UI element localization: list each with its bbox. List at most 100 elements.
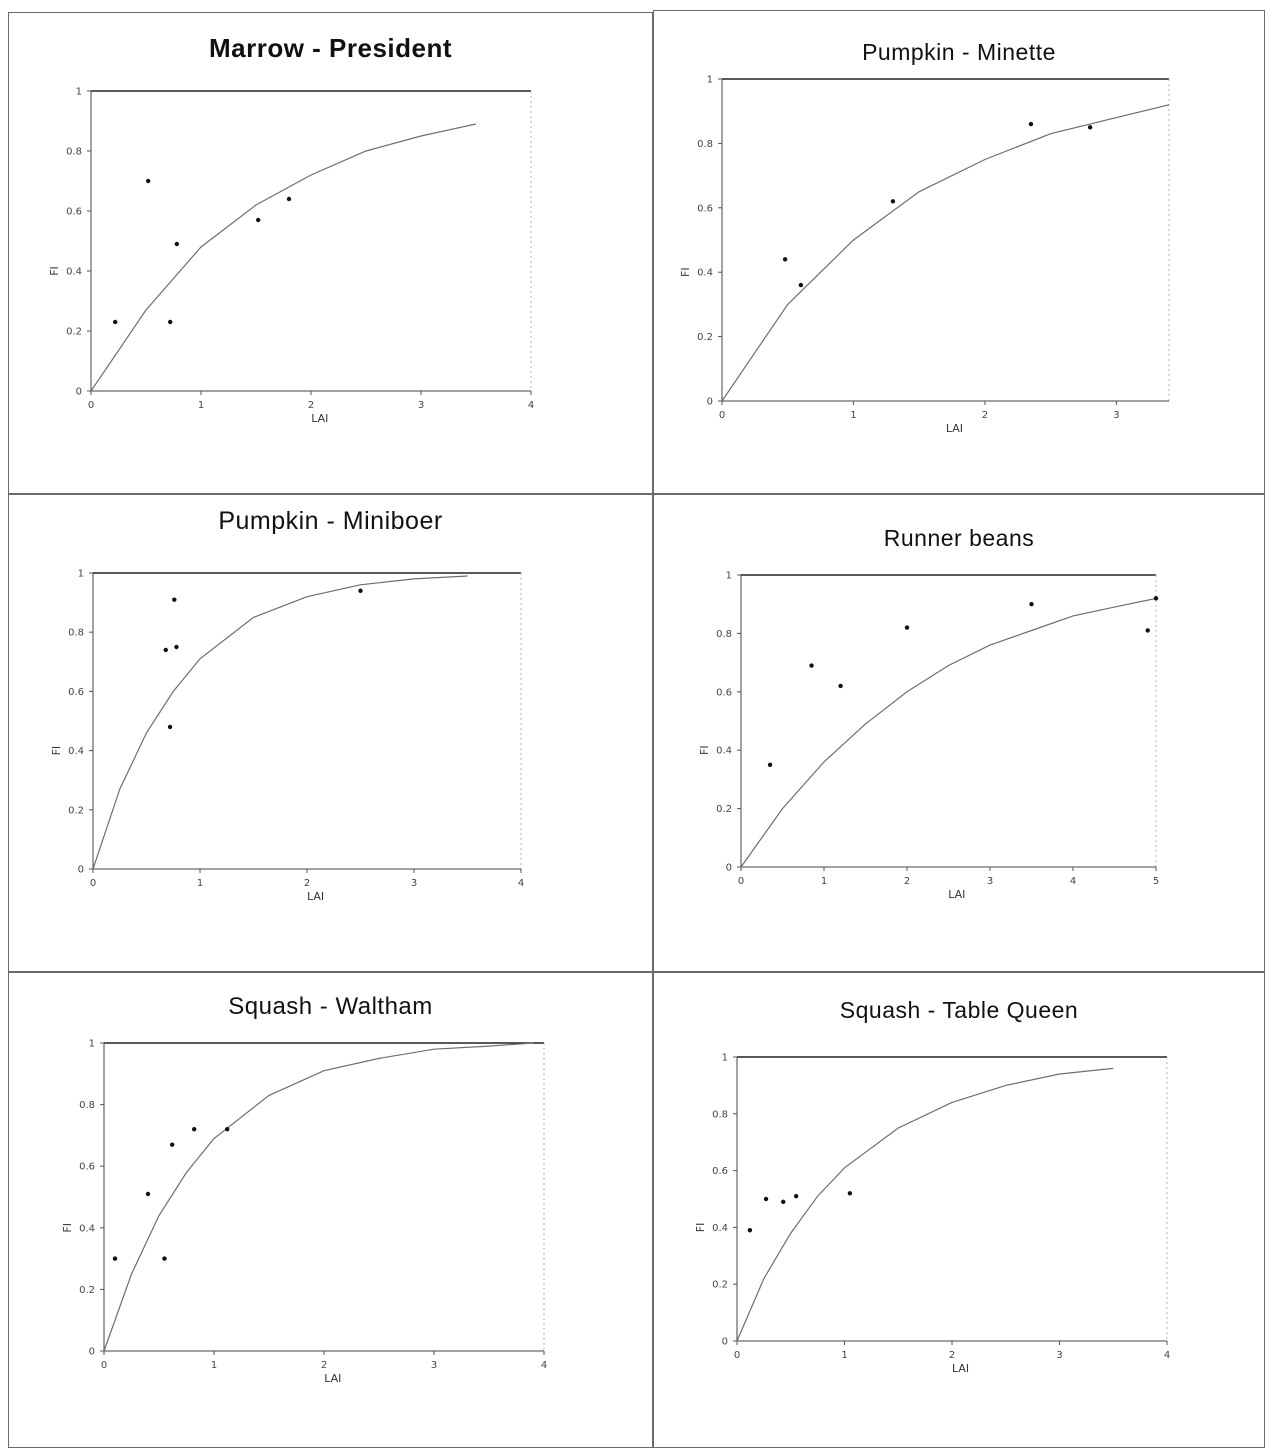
y-tick-label: 1 bbox=[89, 1039, 95, 1050]
x-tick-label: 0 bbox=[88, 400, 94, 411]
data-point bbox=[286, 196, 292, 202]
x-tick-label: 0 bbox=[90, 878, 96, 889]
y-axis-title: FI bbox=[694, 1223, 707, 1233]
y-tick-label: 0 bbox=[89, 1347, 95, 1358]
data-point bbox=[174, 644, 179, 650]
y-tick-label: 0 bbox=[76, 387, 82, 398]
x-tick-label: 4 bbox=[528, 400, 534, 411]
x-axis-title: LAI bbox=[307, 890, 324, 903]
chart-title: Pumpkin - Minette bbox=[862, 39, 1056, 65]
chart-svg: 0 0.2 0.4 0.6 0.8 1 0 1 2 3 4 LAI FI bbox=[50, 569, 524, 904]
chart-title: Runner beans bbox=[883, 525, 1035, 551]
y-tick-label: 1 bbox=[76, 87, 82, 98]
y-tick-label: 0.6 bbox=[712, 1166, 728, 1177]
fitted-curve bbox=[90, 123, 477, 392]
data-point bbox=[162, 1256, 167, 1261]
fitted-curve bbox=[92, 575, 468, 870]
y-tick-label: 0 bbox=[726, 863, 732, 874]
data-point bbox=[174, 241, 179, 247]
x-tick-label: 5 bbox=[1153, 876, 1159, 887]
data-point bbox=[358, 588, 363, 593]
y-tick-label: 0.2 bbox=[79, 1285, 95, 1296]
y-tick-label: 0.2 bbox=[697, 332, 713, 343]
y-axis-title: FI bbox=[48, 266, 61, 276]
y-tick-label: 0.6 bbox=[68, 687, 84, 698]
chart-title: Squash - Table Queen bbox=[839, 997, 1079, 1023]
data-point bbox=[763, 1196, 769, 1202]
chart-panel: Pumpkin - Minette 0 0.2 0.4 0.6 0.8 1 0 1 2 3 LAI FI bbox=[653, 10, 1265, 494]
x-axis-title: LAI bbox=[946, 422, 963, 435]
chart-svg: 0 0.2 0.4 0.6 0.8 1 0 1 2 3 4 5 LAI FI bbox=[698, 571, 1159, 902]
data-point bbox=[890, 199, 896, 204]
y-tick-label: 0.6 bbox=[79, 1162, 95, 1173]
data-point bbox=[904, 625, 910, 630]
y-tick-label: 0.4 bbox=[712, 1223, 728, 1234]
y-tick-label: 0.8 bbox=[68, 628, 84, 639]
x-tick-label: 2 bbox=[308, 400, 314, 411]
chart-panel: Marrow - President 0 0.2 0.4 0.6 0.8 1 0 1 2 3 4 LAI… bbox=[8, 12, 653, 494]
y-tick-label: 0.8 bbox=[697, 139, 713, 150]
data-point bbox=[168, 319, 173, 325]
x-tick-label: 2 bbox=[904, 876, 910, 887]
x-tick-label: 2 bbox=[982, 410, 988, 421]
y-tick-label: 0 bbox=[707, 397, 713, 408]
data-point bbox=[172, 597, 177, 602]
y-tick-label: 0.4 bbox=[68, 746, 84, 757]
data-point bbox=[798, 282, 804, 288]
y-tick-label: 0 bbox=[722, 1337, 728, 1348]
x-tick-label: 0 bbox=[734, 1350, 740, 1361]
fitted-curve bbox=[740, 597, 1157, 868]
data-point bbox=[838, 683, 843, 689]
y-tick-label: 0.2 bbox=[68, 805, 84, 816]
chart-svg: 0 0.2 0.4 0.6 0.8 1 0 1 2 3 4 LAI FI bbox=[48, 87, 534, 426]
data-point bbox=[256, 217, 261, 223]
x-tick-label: 1 bbox=[821, 876, 827, 887]
x-tick-label: 0 bbox=[738, 876, 744, 887]
data-point bbox=[112, 1256, 118, 1261]
y-tick-label: 1 bbox=[707, 75, 713, 86]
x-tick-label: 4 bbox=[1070, 876, 1076, 887]
y-tick-label: 0.4 bbox=[716, 746, 732, 757]
y-tick-label: 0.8 bbox=[66, 147, 82, 158]
y-tick-label: 0.8 bbox=[716, 629, 732, 640]
data-point bbox=[747, 1228, 753, 1233]
x-axis-title: LAI bbox=[324, 1372, 341, 1385]
x-tick-label: 0 bbox=[719, 410, 725, 421]
chart-panel: Squash - Waltham 0 0.2 0.4 0.6 0.8 1 0 1 2 3 4 LAI FI bbox=[8, 972, 653, 1448]
y-axis-title: FI bbox=[679, 267, 692, 277]
y-tick-label: 1 bbox=[722, 1053, 728, 1064]
chart-panel: Squash - Table Queen 0 0.2 0.4 0.6 0.8 1 0 1 2 3 4 L… bbox=[653, 972, 1265, 1448]
data-point bbox=[225, 1127, 230, 1132]
y-tick-label: 0.4 bbox=[697, 268, 713, 279]
y-tick-label: 0.6 bbox=[716, 687, 732, 698]
fitted-curve bbox=[103, 1042, 534, 1352]
x-axis-title: LAI bbox=[948, 888, 965, 901]
y-axis-title: FI bbox=[50, 746, 63, 756]
x-tick-label: 4 bbox=[1164, 1350, 1170, 1361]
data-point bbox=[1145, 628, 1150, 633]
y-tick-label: 0 bbox=[78, 865, 84, 876]
data-point bbox=[145, 1191, 151, 1197]
y-tick-label: 1 bbox=[726, 571, 732, 582]
chart-panel: Pumpkin - Miniboer 0 0.2 0.4 0.6 0.8 1 0 1 2 3 4 LAI… bbox=[8, 494, 653, 972]
x-tick-label: 1 bbox=[211, 1360, 217, 1371]
y-axis-title: FI bbox=[698, 745, 711, 755]
fitted-curve bbox=[721, 104, 1170, 402]
data-point bbox=[163, 647, 168, 653]
y-tick-label: 0.2 bbox=[66, 327, 82, 338]
x-tick-label: 3 bbox=[411, 878, 417, 889]
x-tick-label: 1 bbox=[850, 410, 856, 421]
y-tick-label: 1 bbox=[78, 569, 84, 580]
x-tick-label: 3 bbox=[1113, 410, 1119, 421]
chart-svg: 0 0.2 0.4 0.6 0.8 1 0 1 2 3 LAI FI bbox=[679, 75, 1170, 435]
x-tick-label: 3 bbox=[987, 876, 993, 887]
x-tick-label: 2 bbox=[304, 878, 310, 889]
y-tick-label: 0.2 bbox=[712, 1280, 728, 1291]
chart-svg: 0 0.2 0.4 0.6 0.8 1 0 1 2 3 4 LAI FI bbox=[61, 1039, 547, 1386]
chart-title: Marrow - President bbox=[208, 33, 453, 63]
chart-panel: Runner beans 0 0.2 0.4 0.6 0.8 1 0 1 2 3 4 5 LAI FI bbox=[653, 494, 1265, 972]
data-point bbox=[781, 1199, 786, 1205]
data-point bbox=[1029, 602, 1034, 607]
data-point bbox=[146, 178, 151, 184]
